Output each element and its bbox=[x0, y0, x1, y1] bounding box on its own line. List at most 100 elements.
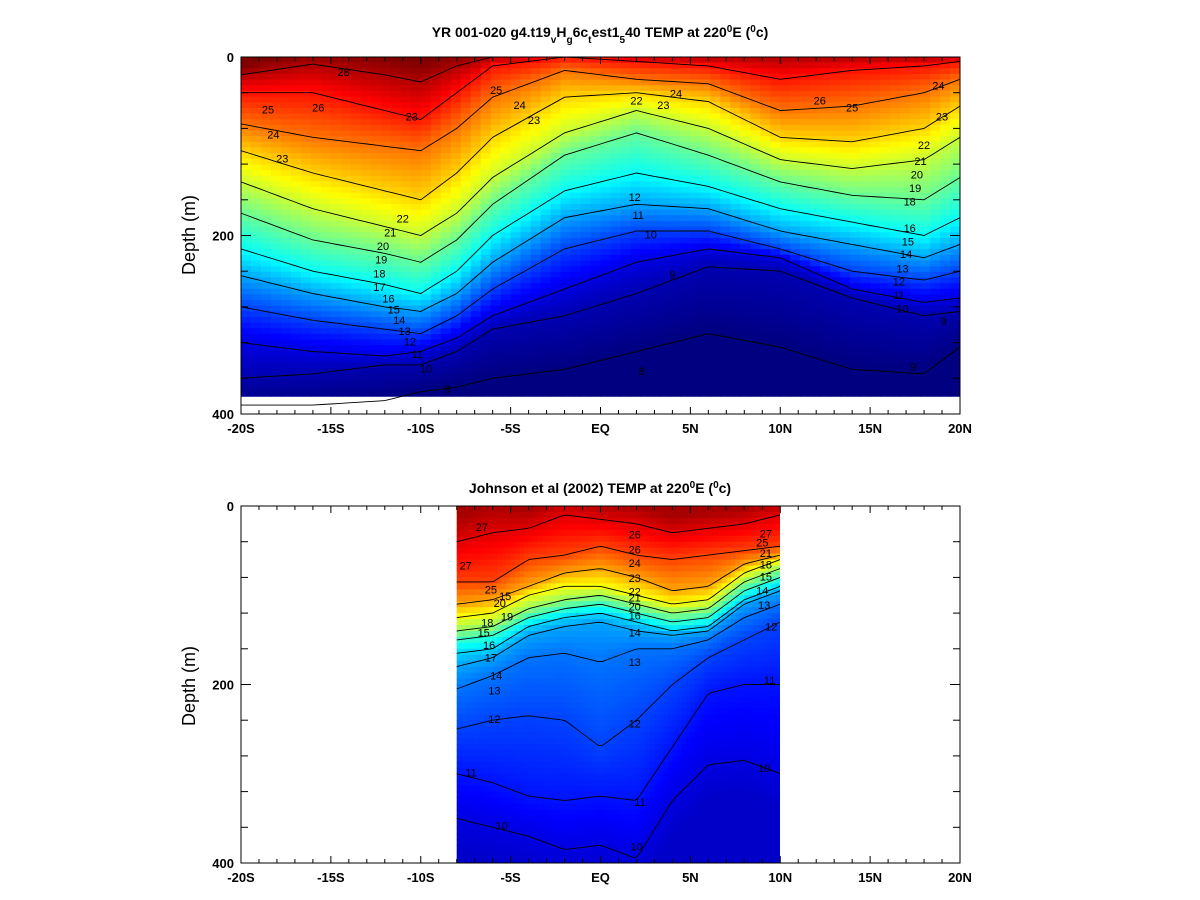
heat-cell bbox=[700, 220, 711, 228]
heat-cell bbox=[250, 237, 262, 245]
heat-cell bbox=[340, 85, 352, 92]
heat-cell bbox=[790, 57, 801, 64]
heat-cell bbox=[461, 607, 467, 614]
heat-cell bbox=[400, 124, 412, 132]
heat-cell bbox=[330, 277, 342, 284]
heat-cell bbox=[450, 113, 462, 120]
heat-cell bbox=[590, 226, 602, 233]
heat-cell bbox=[690, 198, 701, 205]
heat-cell bbox=[790, 283, 801, 290]
heat-cell bbox=[270, 249, 282, 256]
heat-cell bbox=[880, 384, 891, 392]
heat-cell bbox=[400, 203, 412, 211]
heat-cell bbox=[320, 164, 332, 171]
heat-cell bbox=[280, 249, 292, 256]
heat-cell bbox=[870, 192, 881, 199]
heat-cell bbox=[420, 170, 432, 177]
heat-cell bbox=[710, 73, 721, 81]
heat-cell bbox=[510, 362, 522, 369]
heat-cell bbox=[720, 215, 731, 222]
heat-cell bbox=[570, 305, 582, 312]
heat-cell bbox=[680, 283, 691, 290]
heat-cell bbox=[740, 164, 751, 171]
heat-cell bbox=[330, 322, 342, 329]
heat-cell bbox=[465, 744, 471, 751]
heat-cell bbox=[650, 215, 662, 222]
heat-cell bbox=[690, 305, 701, 312]
heat-cell bbox=[370, 328, 382, 335]
heat-cell bbox=[488, 791, 494, 799]
heat-cell bbox=[310, 107, 322, 115]
heat-cell bbox=[380, 249, 392, 256]
heat-cell bbox=[479, 738, 485, 745]
heat-cell bbox=[360, 85, 372, 92]
heat-cell bbox=[620, 85, 632, 92]
heat-cell bbox=[740, 209, 751, 216]
heat-cell bbox=[680, 215, 691, 222]
heat-cell bbox=[770, 249, 781, 256]
heat-cell bbox=[700, 367, 711, 375]
heat-cell bbox=[550, 107, 562, 115]
heat-cell bbox=[750, 322, 761, 329]
heat-cell bbox=[610, 187, 622, 194]
heat-cell bbox=[810, 90, 821, 98]
heat-cell bbox=[488, 595, 494, 602]
heat-cell bbox=[880, 192, 891, 199]
heat-cell bbox=[530, 345, 542, 352]
heat-cell bbox=[800, 305, 811, 312]
heat-cell bbox=[440, 288, 452, 295]
heat-cell bbox=[340, 175, 352, 182]
heat-cell bbox=[600, 254, 612, 262]
heat-cell bbox=[340, 384, 352, 392]
heat-cell bbox=[860, 379, 871, 386]
heat-cell bbox=[720, 362, 731, 369]
heat-cell bbox=[760, 345, 771, 352]
heat-cell bbox=[620, 209, 632, 216]
heat-cell bbox=[470, 845, 476, 852]
heat-cell bbox=[350, 300, 362, 307]
heat-cell bbox=[620, 62, 632, 69]
heat-cell bbox=[530, 390, 542, 397]
heat-cell bbox=[260, 356, 272, 363]
heat-cell bbox=[480, 311, 492, 318]
heat-cell bbox=[320, 85, 332, 92]
heat-cell bbox=[260, 237, 272, 245]
heat-cell bbox=[241, 300, 252, 307]
heat-cell bbox=[450, 141, 462, 149]
heat-cell bbox=[470, 130, 482, 137]
heat-cell bbox=[800, 141, 811, 149]
heat-cell bbox=[610, 170, 622, 177]
heat-cell bbox=[270, 266, 282, 273]
heat-cell bbox=[750, 153, 761, 160]
heat-cell bbox=[950, 107, 960, 115]
heat-cell bbox=[510, 288, 522, 295]
heat-cell bbox=[590, 362, 602, 369]
heat-cell bbox=[660, 339, 672, 346]
heat-cell bbox=[630, 147, 642, 154]
heat-cell bbox=[440, 90, 452, 98]
heat-cell bbox=[760, 271, 771, 279]
heat-cell bbox=[670, 226, 681, 233]
heat-cell bbox=[660, 102, 672, 109]
heat-cell bbox=[530, 305, 542, 312]
heat-cell bbox=[430, 158, 442, 165]
heat-cell bbox=[360, 79, 372, 86]
heat-cell bbox=[450, 107, 462, 115]
heat-cell bbox=[500, 170, 512, 177]
heat-cell bbox=[380, 271, 392, 279]
heat-cell bbox=[530, 90, 542, 98]
heat-cell bbox=[540, 249, 552, 256]
heat-cell bbox=[380, 254, 392, 262]
heat-cell bbox=[780, 136, 791, 143]
heat-cell bbox=[770, 345, 781, 352]
heat-cell bbox=[780, 62, 791, 69]
heat-cell bbox=[456, 547, 462, 555]
heat-cell bbox=[810, 390, 821, 397]
heat-cell bbox=[310, 147, 322, 154]
heat-cell bbox=[580, 113, 592, 120]
heat-cell bbox=[580, 367, 592, 375]
heat-cell bbox=[700, 79, 711, 86]
heat-cell bbox=[920, 232, 931, 239]
heat-cell bbox=[920, 147, 931, 154]
heat-cell bbox=[620, 322, 632, 329]
